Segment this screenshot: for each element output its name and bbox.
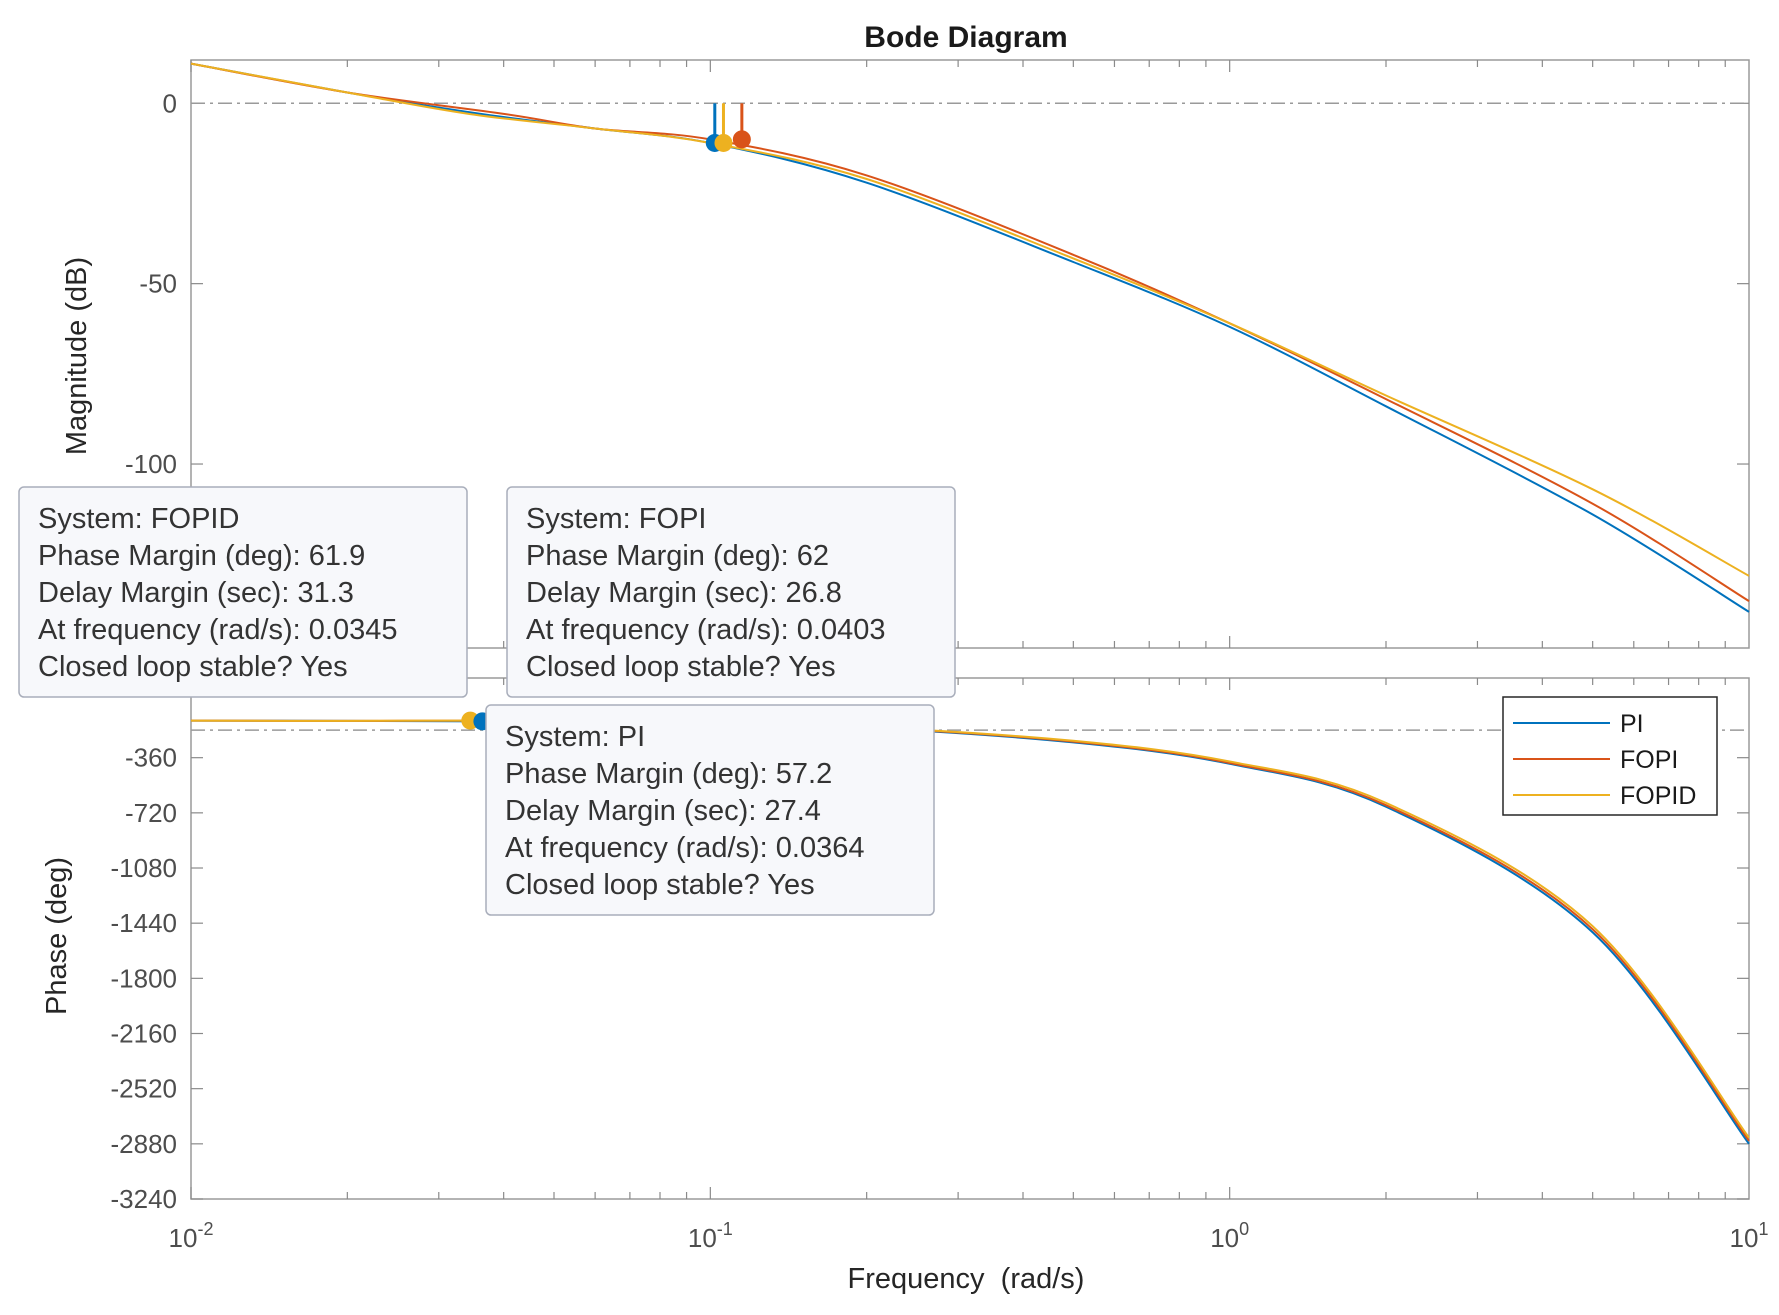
datatip-line: System: PI <box>505 721 645 753</box>
datatip: System: FOPI Phase Margin (deg): 62 Delay … <box>506 486 956 698</box>
datatip-line: Delay Margin (sec): 27.4 <box>505 795 821 827</box>
magnitude-series-pi <box>190 62 1750 613</box>
phase-y-tick-label: -360 <box>125 743 177 773</box>
magnitude-y-tick-label: -100 <box>125 449 177 479</box>
legend-label-pi: PI <box>1620 710 1644 738</box>
datatip-line: Delay Margin (sec): 26.8 <box>526 577 842 609</box>
datatip-line: Phase Margin (deg): 61.9 <box>38 540 365 572</box>
datatip-box <box>18 486 468 698</box>
datatip-line: System: FOPI <box>526 503 706 535</box>
phase-series-fopid <box>190 719 1750 1139</box>
phase-y-tick-label: -2160 <box>111 1019 178 1049</box>
magnitude-y-tick-label: 0 <box>163 88 177 118</box>
datatip-line: Delay Margin (sec): 31.3 <box>38 577 354 609</box>
chart-layer: 0 -50 -100 -360 -720 -1080 -1440 -1800 -2160 -252… <box>18 59 1769 1253</box>
magnitude-series-fopid <box>190 62 1750 577</box>
phase-y-tick-label: -2520 <box>111 1074 178 1104</box>
datatip-line: Closed loop stable? Yes <box>526 651 836 683</box>
phase-y-tick-label: -720 <box>125 798 177 828</box>
datatip-line: At frequency (rad/s): 0.0345 <box>38 614 397 646</box>
magnitude-axis-label: Magnitude (dB) <box>61 257 93 455</box>
phase-axis-label: Phase (deg) <box>41 857 73 1015</box>
datatip-line: System: FOPID <box>38 503 239 535</box>
datatip-line: At frequency (rad/s): 0.0364 <box>505 832 864 864</box>
datatip-line: Closed loop stable? Yes <box>505 869 815 901</box>
phase-y-tick-label: -1800 <box>111 963 178 993</box>
phase-y-tick-label: -1440 <box>111 908 178 938</box>
datatip-line: Closed loop stable? Yes <box>38 651 348 683</box>
magnitude-y-tick-label: -50 <box>139 269 177 299</box>
x-tick-label: 10-1 <box>688 1219 733 1253</box>
legend: PI FOPI FOPID <box>1502 696 1718 816</box>
datatip-line: Phase Margin (deg): 62 <box>526 540 829 572</box>
datatip-box <box>485 704 935 916</box>
x-tick-label: 101 <box>1730 1219 1769 1253</box>
magnitude-margin-marker-fopi <box>732 130 751 149</box>
datatip: System: FOPID Phase Margin (deg): 61.9 Del… <box>18 486 468 698</box>
chart-title: Bode Diagram <box>864 21 1067 54</box>
magnitude-margin-marker-fopid <box>714 133 733 152</box>
datatip-line: At frequency (rad/s): 0.0403 <box>526 614 885 646</box>
x-axis-label: Frequency (rad/s) <box>848 1263 1085 1295</box>
legend-label-fopi: FOPI <box>1620 746 1678 774</box>
legend-label-fopid: FOPID <box>1620 782 1696 810</box>
x-tick-label: 100 <box>1210 1219 1249 1253</box>
phase-panel: -360 -720 -1080 -1440 -1800 -2160 -2520 -2880 -3… <box>111 677 1750 1214</box>
phase-y-tick-label: -2880 <box>111 1129 178 1159</box>
magnitude-series-fopi <box>190 62 1750 602</box>
phase-y-tick-label: -1080 <box>111 853 178 883</box>
phase-plot-area <box>190 677 1750 1200</box>
phase-y-tick-label: -3240 <box>111 1184 178 1214</box>
datatip-box <box>506 486 956 698</box>
x-tick-label: 10-2 <box>169 1219 214 1253</box>
datatip-line: Phase Margin (deg): 57.2 <box>505 758 832 790</box>
datatip: System: PI Phase Margin (deg): 57.2 Delay … <box>485 704 935 916</box>
